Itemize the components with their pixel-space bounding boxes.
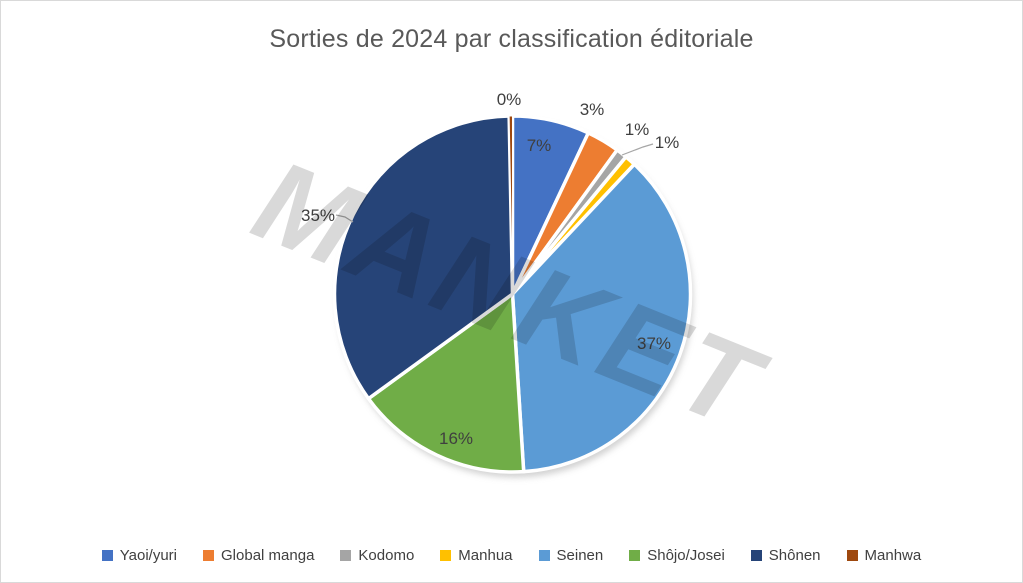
data-label-manhwa: 0%: [497, 90, 522, 109]
pie-slices-group: [332, 114, 693, 474]
pie-slice-seinen[interactable]: [510, 162, 693, 474]
data-label-manhua: 1%: [655, 133, 680, 152]
legend-item-global-manga[interactable]: Global manga: [203, 547, 314, 564]
legend-item-seinen[interactable]: Seinen: [538, 547, 604, 564]
legend-item-sh-jo-josei[interactable]: Shôjo/Josei: [629, 547, 725, 564]
pie-slice-sh-nen[interactable]: [332, 114, 515, 401]
legend-item-yaoi-yuri[interactable]: Yaoi/yuri: [101, 547, 178, 564]
data-label-sh-nen: 35%: [301, 206, 335, 225]
legend-label-sh-nen: Shônen: [768, 547, 821, 564]
legend-item-sh-nen[interactable]: Shônen: [750, 547, 821, 564]
legend-swatch-sh-jo-josei: [629, 550, 641, 561]
leader-lines-group: [335, 143, 654, 223]
legend-label-global-manga: Global manga: [221, 547, 315, 564]
legend-swatch-seinen: [538, 550, 550, 561]
legend-label-sh-jo-josei: Shôjo/Josei: [647, 547, 725, 564]
pie-slice-manhwa[interactable]: [508, 115, 513, 295]
legend-label-yaoi-yuri: Yaoi/yuri: [119, 547, 178, 564]
legend-item-manhua[interactable]: Manhua: [440, 547, 513, 564]
data-label-global-manga: 3%: [580, 100, 605, 119]
data-label-kodomo: 1%: [625, 120, 650, 139]
chart-title: Sorties de 2024 par classification édito…: [269, 25, 754, 53]
data-label-yaoi-yuri: 7%: [527, 136, 552, 155]
leader-line-sh-nen: [335, 214, 354, 223]
legend-swatch-manhwa: [846, 550, 858, 561]
legend-swatch-yaoi-yuri: [101, 550, 113, 561]
pie-slice-sh-jo-josei[interactable]: [366, 292, 526, 474]
legend-label-seinen: Seinen: [556, 547, 604, 564]
data-labels-group: 7% 3% 1% 1% 37% 16% 35% 0%: [301, 90, 679, 448]
legend-label-manhwa: Manhwa: [864, 547, 922, 564]
legend-item-manhwa[interactable]: Manhwa: [846, 547, 922, 564]
data-label-sh-jo-josei: 16%: [439, 429, 473, 448]
legend-label-manhua: Manhua: [458, 547, 513, 564]
data-label-seinen: 37%: [637, 334, 671, 353]
legend-label-kodomo: Kodomo: [358, 547, 415, 564]
legend-swatch-manhua: [440, 550, 452, 561]
legend: Yaoi/yuri Global manga Kodomo Manhua Seinen S…: [1, 547, 1022, 564]
legend-swatch-global-manga: [203, 550, 215, 561]
legend-swatch-kodomo: [340, 550, 352, 561]
leader-line-manhua: [621, 143, 654, 156]
legend-swatch-sh-nen: [750, 550, 762, 561]
legend-item-kodomo[interactable]: Kodomo: [340, 547, 414, 564]
